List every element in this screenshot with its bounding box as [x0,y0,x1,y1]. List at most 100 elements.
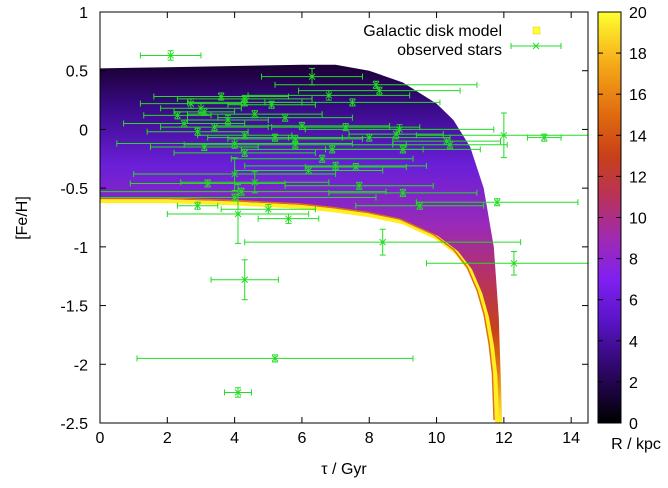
star-marker [167,52,175,59]
star-marker [285,215,292,223]
star-marker [355,182,363,190]
star-point [415,198,579,207]
colorbar-tick-label: 16 [629,87,647,104]
star-marker [392,130,400,138]
star-marker [365,134,373,142]
y-tick-label: 1 [79,5,88,22]
star-marker [237,188,245,196]
x-tick-label: 10 [428,430,446,447]
star-marker [325,92,333,99]
star-point [274,80,478,89]
star-point [100,193,377,202]
star-point [355,201,485,210]
y-tick-label: 0.5 [66,64,88,81]
colorbar-tick-label: 10 [629,211,647,228]
star-point [247,90,411,101]
star-point [257,213,320,224]
legend-swatch-stars [510,42,562,50]
x-axis: 0 2 4 6 8 10 12 14 [96,12,580,447]
star-marker [352,163,360,171]
x-tick-label: 0 [96,430,105,447]
star-point [210,259,279,301]
star-point [324,145,481,154]
model-band-edge-inner [100,197,495,421]
star-marker [298,122,306,130]
star-point [415,112,588,159]
x-tick-label: 6 [297,430,306,447]
star-point [166,184,310,244]
star-marker [234,210,242,218]
y-tick-label: -1 [74,240,88,257]
colorbar-tick-label: 20 [629,5,647,22]
star-marker [540,134,548,142]
star-marker [268,101,275,109]
star-marker [399,189,407,197]
colorbar-label: R / kpc [611,436,661,453]
colorbar-tick-label: 6 [629,293,638,310]
star-marker [231,194,238,201]
colorbar-tick-label: 14 [629,128,647,145]
star-marker [349,99,356,106]
star-point [133,157,337,191]
y-tick-label: -2.5 [60,416,88,433]
star-point [139,50,202,61]
star-point [244,161,427,170]
x-tick-label: 8 [365,430,374,447]
star-marker [174,111,181,119]
colorbar-tick-label: 0 [629,416,638,433]
x-axis-title: τ / Gyr [321,461,367,478]
star-point [217,113,353,122]
y-tick-label: -1.5 [60,299,88,316]
star-marker [493,198,501,206]
star-point [227,100,316,109]
star-marker [204,180,212,187]
colorbar-tick-label: 2 [629,375,638,392]
legend-swatch-model [532,26,541,35]
star-marker [443,137,451,145]
star-marker [234,389,242,396]
star-point [129,179,286,188]
star-marker [241,149,249,157]
star-marker [271,134,279,142]
star-point [224,387,252,398]
y-axis: 1 0.5 0 -0.5 -1 -1.5 -2 -2.5 [60,5,588,433]
star-point [348,128,444,140]
legend-label-model: Galactic disk model [363,23,502,40]
star-point [136,354,414,363]
star-point [220,204,316,215]
star-point [328,188,478,197]
star-marker [416,202,424,210]
star-marker [251,110,259,118]
y-tick-label: 0 [79,122,88,139]
star-point [123,119,246,128]
star-marker [379,238,387,246]
model-band [100,64,503,423]
y-tick-label: -0.5 [60,181,88,198]
colorbar-tick-label: 18 [629,46,647,63]
star-marker [197,104,205,112]
star-marker [305,167,313,174]
star-marker [500,131,508,139]
star-point [213,121,390,130]
x-tick-label: 4 [230,430,239,447]
star-point [261,67,364,86]
star-marker [446,141,454,149]
plot-frame [99,11,589,424]
star-marker [200,143,208,151]
star-marker [194,202,201,210]
star-point [425,251,588,276]
star-point [244,228,522,256]
y-tick-label: -2 [74,357,88,374]
star-point [230,154,414,163]
star-point [143,111,212,120]
legend-label-stars: observed stars [397,42,502,59]
star-marker [291,141,299,149]
star-marker [375,87,383,95]
star-point [153,92,289,101]
star-marker [194,128,201,136]
star-marker [231,170,238,178]
star-marker [399,146,407,153]
colorbar-tick-label: 12 [629,169,647,186]
x-tick-label: 2 [163,430,172,447]
